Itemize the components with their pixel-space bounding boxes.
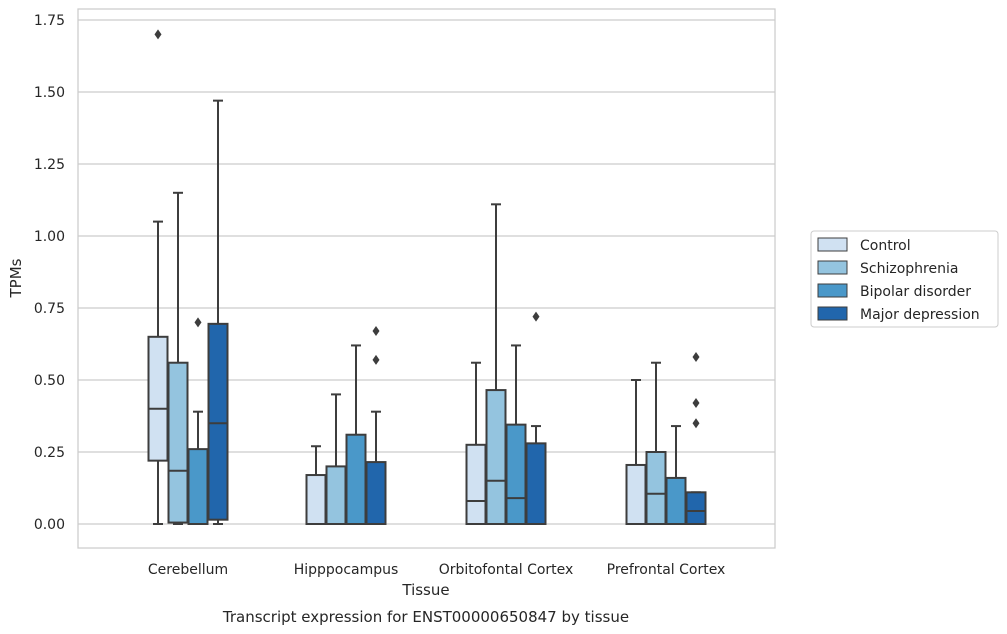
x-tick-labels: Cerebellum Hipppocampus Orbitofontal Corte…: [148, 562, 725, 578]
outlier-point: [692, 418, 700, 429]
legend-frame: [810, 230, 999, 328]
outlier-point: [692, 398, 700, 409]
outlier-point: [372, 326, 380, 337]
box-major-depression: [685, 351, 707, 526]
box-iqr: [485, 389, 507, 525]
boxes-layer: [147, 29, 707, 526]
box-iqr: [305, 474, 327, 526]
box-iqr: [685, 491, 707, 526]
box-iqr: [147, 335, 169, 462]
box-iqr: [325, 465, 347, 525]
legend-label: Bipolar disorder: [860, 284, 971, 300]
box-iqr: [345, 433, 367, 525]
box-control: [305, 445, 327, 526]
x-tick-label: Hipppocampus: [294, 562, 399, 578]
y-tick-label: 0.00: [34, 517, 65, 533]
chart-caption: Transcript expression for ENST0000065084…: [222, 608, 629, 626]
plot-frame: [77, 8, 776, 549]
box-iqr: [167, 361, 189, 524]
box-schizophrenia: [325, 393, 347, 525]
y-tick-label: 1.00: [34, 229, 65, 245]
y-axis-label: TPMs: [7, 258, 25, 298]
y-tick-labels: 0.00 0.25 0.50 0.75 1.00 1.25 1.50 1.75: [34, 13, 65, 533]
x-axis-label: Tissue: [401, 581, 449, 599]
y-tick-label: 0.50: [34, 373, 65, 389]
box-iqr: [465, 443, 487, 525]
x-tick-label: Orbitofontal Cortex: [439, 562, 574, 578]
box-iqr: [665, 476, 687, 526]
y-tick-label: 0.75: [34, 301, 65, 317]
box-iqr: [625, 463, 647, 525]
legend-swatch: [817, 283, 848, 298]
y-tick-label: 1.25: [34, 157, 65, 173]
box-iqr: [365, 461, 387, 525]
legend-swatch: [817, 237, 848, 252]
box-major-depression: [525, 311, 547, 525]
legend-swatch: [817, 306, 848, 321]
box-major-depression: [365, 326, 387, 525]
box-bipolar-disorder: [187, 317, 209, 525]
outlier-point: [194, 317, 202, 328]
outlier-point: [532, 311, 540, 322]
legend-swatch: [817, 260, 848, 275]
y-tick-label: 1.75: [34, 13, 65, 29]
box-iqr: [525, 442, 547, 525]
outlier-point: [372, 354, 380, 365]
legend-label: Schizophrenia: [860, 261, 958, 277]
box-iqr: [505, 423, 527, 526]
box-control: [147, 29, 169, 525]
outlier-point: [692, 351, 700, 362]
legend-label: Control: [860, 238, 911, 254]
box-iqr: [187, 448, 209, 525]
outlier-point: [154, 29, 162, 40]
legend: Control Schizophrenia Bipolar disorder Majo…: [810, 230, 999, 328]
y-tick-label: 1.50: [34, 85, 65, 101]
x-tick-label: Prefrontal Cortex: [607, 562, 726, 578]
x-tick-label: Cerebellum: [148, 562, 228, 578]
box-iqr: [207, 322, 229, 521]
box-schizophrenia: [167, 191, 189, 525]
box-iqr: [645, 451, 667, 525]
legend-label: Major depression: [860, 307, 980, 323]
y-tick-label: 0.25: [34, 445, 65, 461]
box-major-depression: [207, 99, 229, 525]
